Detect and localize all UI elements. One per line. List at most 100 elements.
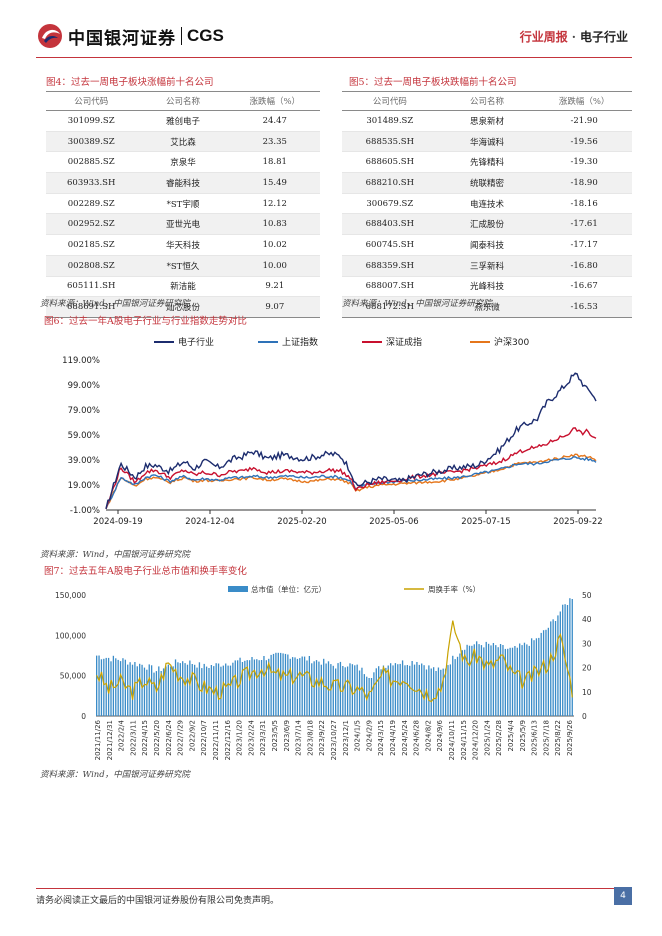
x-tick-label: 2025-02-20 — [277, 517, 326, 527]
stock-code-cell: 603933.SH — [46, 172, 137, 194]
company-name-cell: 艾比森 — [136, 131, 230, 153]
market-cap-bar — [413, 664, 416, 716]
market-cap-bar — [241, 662, 244, 716]
x-tick-label: 2023/5/5 — [271, 720, 279, 751]
turnover-line — [96, 620, 573, 703]
market-cap-bar — [107, 657, 110, 716]
change-pct-cell: 12.12 — [229, 193, 320, 215]
table-row: 603933.SH 睿能科技 15.49 — [46, 172, 320, 194]
stock-code-cell: 301099.SZ — [46, 110, 137, 132]
market-cap-bar — [208, 668, 210, 716]
market-cap-bar — [542, 630, 545, 716]
market-cap-bar — [248, 660, 251, 716]
change-pct-cell: 24.47 — [229, 110, 320, 132]
market-cap-bar — [461, 650, 463, 716]
x-tick-label: 2025/5/9 — [519, 720, 527, 751]
y-left-tick-label: 150,000 — [55, 591, 86, 600]
market-cap-bar — [325, 663, 327, 716]
x-tick-label: 2024/6/28 — [413, 720, 421, 756]
market-cap-bar — [356, 664, 358, 716]
market-cap-bar — [526, 644, 528, 716]
market-cap-bar — [282, 653, 284, 716]
market-cap-bar — [291, 657, 294, 716]
stock-code-cell: 688007.SH — [342, 276, 438, 298]
y-right-tick-label: 10 — [582, 688, 592, 697]
market-cap-bar — [170, 666, 172, 716]
col-header: 公司代码 — [342, 91, 438, 111]
company-name-cell: 闻泰科技 — [437, 234, 537, 256]
x-tick-label: 2024/3/15 — [377, 720, 385, 756]
market-cap-bar — [351, 664, 354, 716]
market-cap-bar — [148, 664, 150, 716]
y-right-tick-label: 20 — [582, 664, 592, 673]
fig7-caption: 图7：过去五年A股电子行业总市值和换手率变化 — [44, 566, 247, 577]
x-tick-label: 2022/11/11 — [212, 720, 220, 760]
x-tick-label: 2024-09-19 — [93, 517, 142, 527]
series-line-szse — [105, 427, 597, 510]
market-cap-bar — [320, 664, 322, 716]
market-cap-bar — [530, 638, 533, 716]
market-cap-bar — [416, 662, 418, 716]
market-cap-bar — [385, 667, 387, 716]
market-cap-bar — [535, 638, 538, 716]
market-cap-bar — [122, 658, 124, 716]
col-header: 涨跌幅（%） — [229, 91, 320, 111]
market-cap-bar — [258, 660, 260, 716]
market-cap-bar — [370, 678, 373, 716]
x-tick-label: 2025/4/4 — [507, 719, 515, 751]
x-tick-label: 2022/4/15 — [141, 720, 149, 756]
market-cap-bar — [100, 659, 103, 716]
market-cap-bar — [521, 645, 523, 716]
market-cap-bar — [155, 671, 158, 716]
company-name-cell: *ST宇顺 — [136, 193, 230, 215]
market-cap-bar — [554, 621, 557, 716]
company-name-cell: 先锋精科 — [437, 151, 537, 174]
legend-label: 周换手率（%） — [428, 584, 480, 594]
market-cap-bar — [301, 656, 303, 716]
x-tick-label: 2024/9/6 — [436, 719, 444, 751]
x-tick-label: 2023/6/9 — [283, 720, 291, 751]
market-cap-bar — [167, 664, 170, 716]
table-row: 002885.SZ 京泉华 18.81 — [46, 151, 320, 174]
x-tick-label: 2025-05-06 — [369, 517, 418, 527]
y-left-tick-label: 100,000 — [55, 631, 86, 640]
x-tick-label: 2024-12-04 — [185, 517, 234, 527]
market-cap-bar — [182, 661, 184, 716]
market-cap-bar — [516, 647, 518, 716]
logo-en-text: CGS — [187, 26, 224, 45]
fig6-source: 资料来源：Wind，中国银河证券研究院 — [40, 550, 190, 560]
table-row: 002952.SZ 亚世光电 10.83 — [46, 213, 320, 236]
x-tick-label: 2022/5/20 — [153, 720, 161, 756]
change-pct-cell: -16.67 — [536, 276, 632, 298]
market-cap-bar — [315, 660, 318, 716]
market-cap-bar — [110, 661, 112, 716]
market-cap-bar — [559, 611, 561, 716]
company-name-cell: 三孚新科 — [437, 255, 537, 277]
table-row: 688007.SH 光峰科技 -16.67 — [342, 276, 632, 298]
market-cap-bar — [139, 663, 141, 716]
market-cap-bar — [220, 666, 222, 716]
market-cap-bar — [428, 665, 430, 716]
market-cap-bar — [268, 658, 270, 716]
market-cap-bar — [495, 645, 497, 716]
stock-code-cell: 688172.SH — [342, 296, 438, 318]
change-pct-cell: -16.80 — [536, 255, 632, 277]
market-cap-bar — [172, 666, 174, 716]
change-pct-cell: 18.81 — [229, 151, 320, 174]
company-name-cell: 思泉新材 — [437, 110, 537, 132]
legend-swatch — [228, 586, 248, 592]
company-name-cell: 燕东微 — [437, 296, 537, 318]
market-cap-bar — [397, 664, 399, 716]
market-cap-bar — [311, 663, 313, 716]
stock-code-cell: 600745.SH — [342, 234, 438, 256]
market-cap-bar — [327, 661, 330, 716]
market-cap-bar — [260, 660, 263, 716]
market-cap-turnover-chart: 总市值（单位：亿元） 周换手率（%） 150,000 100,000 50,000 0 50… — [55, 584, 592, 760]
market-cap-bar — [473, 644, 475, 716]
company-name-cell: 统联精密 — [437, 172, 537, 194]
change-pct-cell: -19.30 — [536, 151, 632, 174]
x-tick-label: 2025-07-15 — [461, 517, 510, 527]
market-cap-bar — [117, 659, 119, 716]
stock-code-cell: 002885.SZ — [46, 151, 137, 174]
market-cap-bar — [432, 667, 435, 716]
